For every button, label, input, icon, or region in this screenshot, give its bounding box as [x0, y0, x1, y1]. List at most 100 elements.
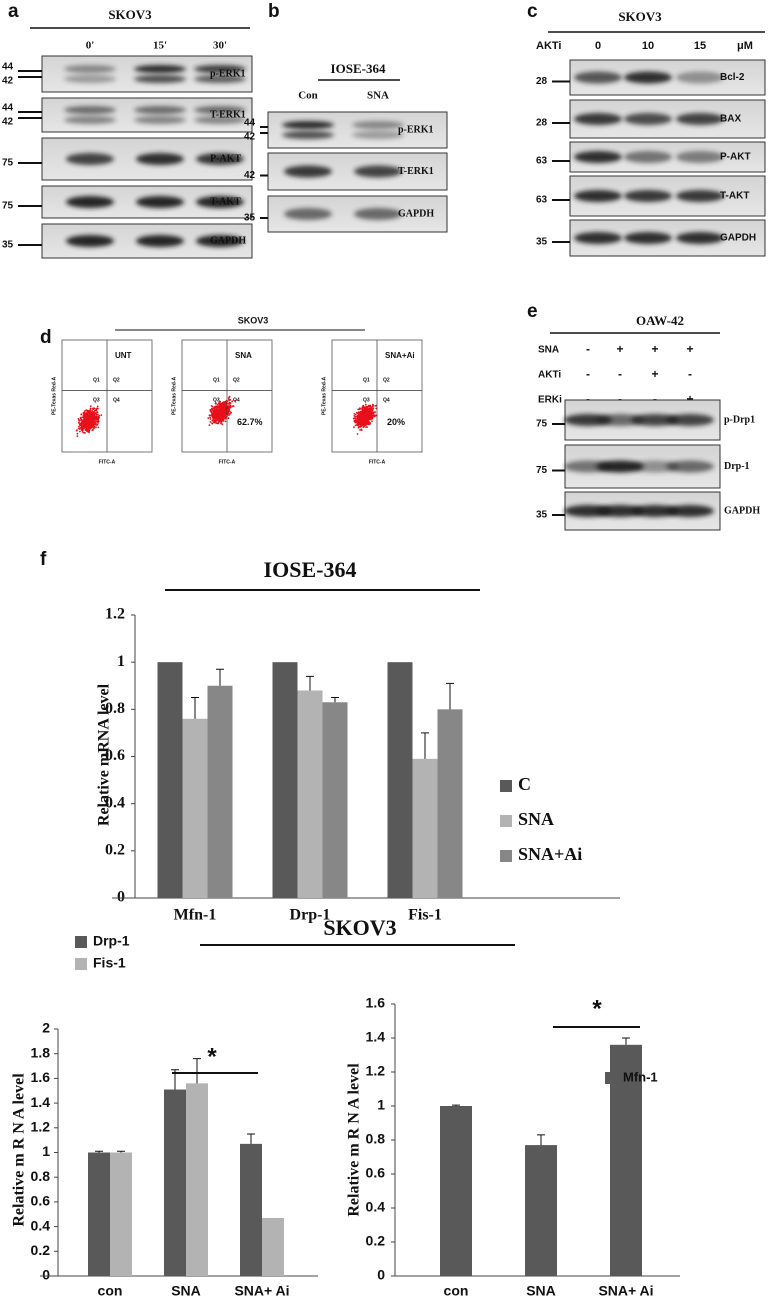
plot-label: SNA+Ai: [385, 351, 415, 360]
blot-label: T-ERK1: [398, 166, 434, 177]
y-axis-title: Relative m R N A level: [346, 1063, 363, 1217]
bar: [440, 1106, 472, 1276]
blot-band: [354, 208, 402, 220]
facs-event: [93, 422, 95, 425]
facs-x-axis: FITC-A: [99, 459, 116, 465]
x-tick-label: Mfn-1: [174, 907, 217, 924]
facs-event: [362, 424, 364, 427]
blot-band: [282, 121, 334, 129]
facs-event: [373, 411, 375, 414]
facs-event: [86, 419, 89, 422]
blot-band: [596, 414, 644, 426]
quadrant-label: Q2: [233, 378, 240, 384]
facs-event: [86, 430, 89, 433]
facs-event: [208, 414, 211, 417]
facs-event: [217, 422, 220, 425]
facs-event: [80, 423, 83, 425]
plot-label: UNT: [115, 351, 132, 360]
y-tick-label: 1.6: [31, 1069, 51, 1085]
facs-event: [219, 414, 222, 417]
facs-event: [91, 422, 93, 425]
facs-event: [225, 415, 227, 418]
y-tick-label: 1.6: [366, 995, 386, 1011]
blot-band: [64, 116, 116, 124]
facs-event: [365, 423, 368, 426]
facs-event: [222, 412, 225, 415]
facs-event: [85, 417, 87, 419]
facs-event: [83, 410, 86, 412]
blot-band: [136, 235, 184, 247]
legend-swatch: [75, 936, 87, 948]
facs-event: [353, 415, 356, 417]
bar: [387, 662, 413, 898]
mw-marker: 44: [2, 103, 14, 114]
facs-event: [221, 405, 224, 408]
legend-swatch: [605, 1072, 617, 1084]
facs-event: [92, 428, 94, 431]
facs-event: [76, 435, 79, 438]
facs-event: [219, 405, 222, 407]
facs-event: [217, 419, 219, 422]
mw-marker: 75: [536, 419, 548, 430]
facs-event: [366, 415, 369, 418]
mw-marker: 75: [2, 201, 14, 212]
facs-event: [359, 420, 362, 423]
treatment-sign: -: [586, 342, 590, 356]
facs-event: [220, 403, 223, 405]
treatment-label: ERKi: [538, 395, 562, 406]
facs-event: [360, 413, 363, 416]
legend-label: SNA+Ai: [518, 844, 582, 864]
facs-event: [217, 411, 220, 413]
legend-label: C: [518, 774, 531, 794]
facs-event: [219, 420, 222, 423]
facs-event: [365, 412, 368, 414]
lane-label: Con: [298, 90, 318, 102]
bar: [157, 662, 183, 898]
blot-label: p-Drp1: [724, 414, 755, 425]
facs-event: [80, 413, 83, 416]
facs-event: [78, 428, 81, 430]
facs-event: [78, 419, 80, 421]
facs-event: [359, 408, 362, 410]
facs-event: [372, 407, 375, 410]
blot-band: [624, 113, 672, 125]
facs-event: [356, 433, 359, 435]
blot-label: GAPDH: [210, 235, 246, 246]
legend-label: Fis-1: [93, 955, 126, 971]
error-bar: [191, 697, 199, 719]
facs-event: [91, 407, 94, 410]
blot-band: [196, 153, 244, 165]
error-bar: [95, 1150, 103, 1153]
blot-band: [352, 131, 404, 139]
blot-band: [624, 232, 672, 244]
treatment-sign: +: [651, 342, 658, 356]
significance: *: [207, 1043, 217, 1070]
y-axis-title: Relative m R N A level: [11, 1073, 28, 1227]
blot-band: [194, 106, 246, 114]
facs-event: [369, 417, 372, 420]
blot-label: p-ERK1: [210, 68, 246, 79]
facs-event: [371, 409, 374, 412]
y-tick-label: 0.4: [105, 794, 125, 811]
treatment-sign: +: [651, 367, 658, 381]
facs-event: [84, 428, 87, 431]
facs-event: [214, 414, 217, 417]
facs-event: [228, 407, 231, 410]
facs-event: [364, 403, 367, 406]
blot-band: [596, 460, 644, 473]
facs-event: [367, 420, 370, 423]
treatment-sign: -: [586, 392, 590, 406]
facs-event: [358, 421, 361, 424]
facs-x-axis: FITC-A: [219, 459, 236, 465]
facs-event: [230, 411, 232, 414]
facs-event: [217, 402, 220, 404]
facs-event: [214, 417, 217, 420]
facs-event: [96, 423, 99, 426]
cell-line: IOSE-364: [331, 61, 386, 76]
x-tick-label: con: [444, 1283, 469, 1299]
blot-band: [676, 151, 724, 163]
treatment-sign: -: [653, 392, 657, 406]
quadrant-label: Q1: [213, 378, 220, 384]
facs-event: [362, 410, 365, 413]
facs-event: [93, 425, 96, 428]
